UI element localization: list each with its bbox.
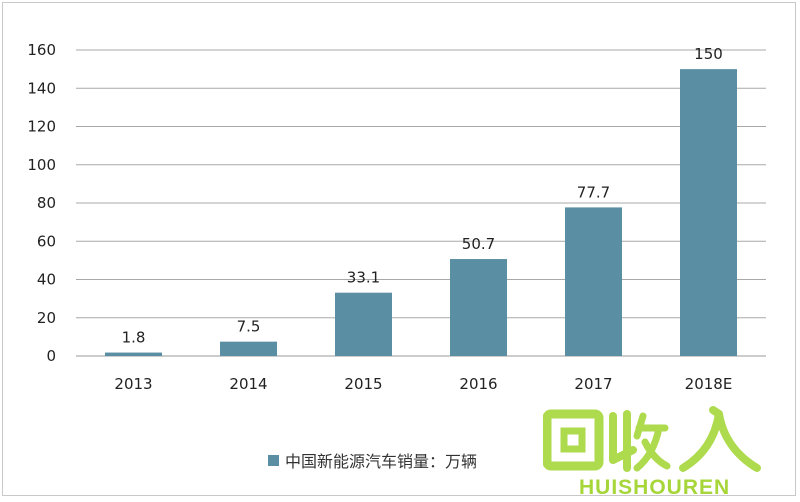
bar: [220, 341, 277, 356]
watermark-logo: HUISHOUREN: [542, 402, 793, 499]
y-tick-label: 40: [37, 271, 56, 289]
y-tick-label: 120: [27, 118, 56, 136]
y-tick-label: 20: [37, 309, 56, 327]
y-tick-label: 80: [37, 194, 56, 212]
bar: [105, 352, 162, 356]
x-tick-label: 2018E: [685, 375, 733, 393]
data-label: 33.1: [347, 269, 380, 287]
data-label: 50.7: [462, 235, 495, 253]
y-tick-label: 60: [37, 232, 56, 250]
bars: [105, 69, 737, 356]
data-label: 150: [694, 45, 723, 63]
x-tick-label: 2014: [229, 375, 267, 393]
legend: 中国新能源汽车销量：万辆: [268, 448, 477, 472]
x-tick-label: 2016: [459, 375, 497, 393]
chart-frame: [2, 2, 796, 496]
bar: [450, 259, 507, 356]
x-tick-label: 2015: [344, 375, 382, 393]
y-tick-label: 140: [27, 79, 56, 97]
x-tick-label: 2013: [114, 375, 152, 393]
data-label: 1.8: [122, 329, 146, 347]
bar: [680, 69, 737, 356]
data-label: 7.5: [237, 318, 261, 336]
svg-text:HUISHOUREN: HUISHOUREN: [579, 476, 730, 498]
bar: [565, 207, 622, 356]
y-tick-label: 100: [27, 156, 56, 174]
y-tick-label: 160: [27, 41, 56, 59]
y-axis-ticks: 0 20 40 60 80 100 120 140 160: [27, 41, 56, 365]
grid-lines: [76, 49, 766, 357]
data-labels: 1.8 7.5 33.1 50.7 77.7 150: [122, 45, 723, 346]
legend-label: 中国新能源汽车销量：万辆: [285, 452, 478, 471]
x-axis-ticks: 2013 2014 2015 2016 2017 2018E: [114, 375, 732, 393]
x-tick-label: 2017: [574, 375, 612, 393]
y-tick-label: 0: [46, 347, 56, 365]
legend-swatch: [268, 454, 279, 466]
data-label: 77.7: [577, 183, 610, 201]
bar: [335, 292, 392, 356]
